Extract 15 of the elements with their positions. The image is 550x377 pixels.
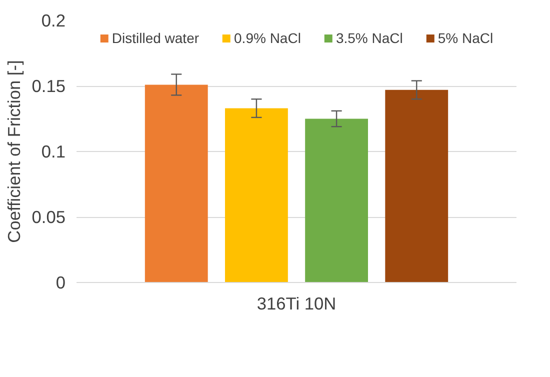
y-tick-label: 0.2 <box>41 10 66 30</box>
x-tick-label: 316Ti 10N <box>256 294 336 314</box>
legend-label: 0.9% NaCl <box>234 30 301 46</box>
bar <box>305 118 368 282</box>
y-axis-title: Coefficient of Friction [-] <box>4 60 24 243</box>
bar <box>385 90 448 282</box>
legend-label: Distilled water <box>112 30 200 46</box>
y-tick-label: 0 <box>56 272 66 292</box>
legend-label: 3.5% NaCl <box>336 30 403 46</box>
bar <box>144 84 208 282</box>
y-tick-label: 0.15 <box>32 76 66 96</box>
y-tick-label: 0.05 <box>32 207 66 227</box>
legend-label: 5% NaCl <box>438 30 494 46</box>
bar <box>225 108 288 282</box>
y-tick-label: 0.1 <box>41 142 66 162</box>
